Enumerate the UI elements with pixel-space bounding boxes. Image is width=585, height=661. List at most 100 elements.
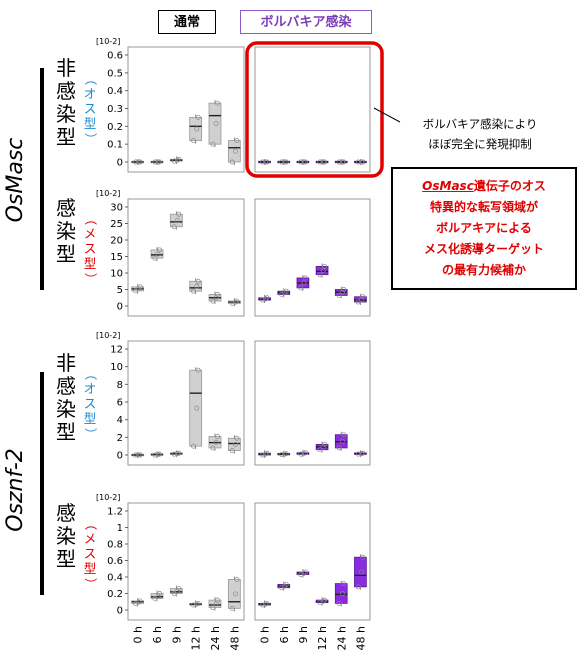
data-point xyxy=(133,600,138,606)
row-sublabel-char: ス xyxy=(84,241,97,256)
data-point xyxy=(360,450,366,456)
row-label-char: 染 xyxy=(56,102,76,126)
x-tick-label: 6 h xyxy=(278,626,291,643)
data-point xyxy=(191,443,196,449)
y-tick-label: 8 xyxy=(117,380,123,391)
data-point xyxy=(210,445,216,451)
row-sublabel-char: ） xyxy=(83,578,98,591)
y-scale-label: [10-2] xyxy=(96,189,120,198)
data-point xyxy=(171,158,177,164)
data-point xyxy=(174,588,180,594)
data-point xyxy=(195,367,201,373)
data-point xyxy=(282,583,288,589)
row-sublabel-char: （ xyxy=(83,518,98,531)
data-point xyxy=(137,452,143,458)
y-scale-label: [10-2] xyxy=(96,493,120,502)
data-point xyxy=(152,452,158,458)
data-point xyxy=(302,450,308,456)
y-tick-label: 2 xyxy=(117,433,123,444)
row-sublabel-char: （ xyxy=(83,368,98,381)
y-tick-label: 0.8 xyxy=(107,540,123,551)
plot-panel xyxy=(254,46,371,173)
data-point xyxy=(232,148,238,154)
data-point xyxy=(133,452,138,458)
data-point xyxy=(322,263,328,269)
data-point xyxy=(234,577,240,582)
data-point xyxy=(302,159,308,165)
data-point xyxy=(229,300,235,306)
y-tick-label: 0.1 xyxy=(107,140,123,151)
y-tick-label: 5 xyxy=(117,285,123,296)
data-point xyxy=(152,596,158,601)
header-normal: 通常 xyxy=(158,10,216,34)
y-tick-label: 0.4 xyxy=(107,86,123,97)
data-point xyxy=(341,432,347,438)
data-point xyxy=(194,283,200,289)
row-sublabel-char: ス xyxy=(84,396,97,411)
data-point xyxy=(176,211,182,217)
data-point xyxy=(195,114,201,120)
data-point xyxy=(137,159,143,165)
data-point xyxy=(341,159,347,165)
y-tick-label: 20 xyxy=(110,236,123,247)
x-tick-label: 0 h xyxy=(132,626,145,643)
data-point xyxy=(341,287,347,292)
y-tick-label: 0.6 xyxy=(107,556,123,567)
annotation-text: 遺伝子のオス xyxy=(473,179,546,193)
data-point xyxy=(229,448,235,454)
data-point xyxy=(317,447,323,453)
data-point xyxy=(359,159,364,165)
x-tick-label: 24 h xyxy=(335,626,348,650)
data-point xyxy=(174,218,180,223)
plot-panel xyxy=(254,340,371,466)
y-scale-label: [10-2] xyxy=(96,331,120,340)
data-point xyxy=(355,451,361,457)
data-point xyxy=(234,435,240,441)
annotation-line: メス化誘導ターゲット xyxy=(423,242,544,256)
row-sublabel-char: オ xyxy=(84,86,97,101)
data-point xyxy=(232,591,238,597)
data-point xyxy=(191,602,196,608)
data-point xyxy=(137,598,143,604)
data-point xyxy=(355,584,361,590)
row-label-char: 染 xyxy=(56,397,76,421)
data-point xyxy=(264,600,270,606)
x-tick-label: 24 h xyxy=(209,626,222,650)
y-scale-label: [10-2] xyxy=(96,37,120,46)
header-wolbachia: ボルバキア感染 xyxy=(240,10,372,34)
box xyxy=(169,213,183,228)
y-tick-label: 0.2 xyxy=(107,122,123,133)
data-point xyxy=(152,159,158,165)
data-point xyxy=(191,138,196,144)
data-point xyxy=(339,159,345,165)
data-point xyxy=(215,597,220,603)
row-sublabel-char: （ xyxy=(83,213,98,226)
plot-panel xyxy=(254,502,371,621)
x-tick-label: 6 h xyxy=(151,626,164,643)
data-point xyxy=(298,572,304,577)
data-point xyxy=(157,451,162,457)
y-tick-label: 1 xyxy=(117,523,123,534)
data-point xyxy=(155,159,161,165)
data-point xyxy=(215,434,220,439)
y-tick-label: 1.2 xyxy=(107,507,123,518)
plot-panel xyxy=(127,340,245,466)
row-sublabel-char: 型 xyxy=(84,411,97,426)
x-tick-label: 0 h xyxy=(259,626,272,643)
data-point xyxy=(279,452,285,458)
data-point xyxy=(210,141,216,147)
data-point xyxy=(136,599,142,605)
row-sublabel-char: ） xyxy=(83,273,98,286)
box xyxy=(189,117,203,141)
y-tick-label: 0 xyxy=(117,158,123,169)
annotation-candidate: OsMasc遺伝子のオス 特異的な転写領域が ボルアキアによる メス化誘導ターゲ… xyxy=(391,167,577,290)
data-point xyxy=(213,439,219,445)
data-point xyxy=(136,452,142,458)
data-point xyxy=(210,605,216,610)
data-point xyxy=(133,159,138,165)
gene-label: Osznf-2 xyxy=(3,448,28,532)
box xyxy=(227,437,241,451)
data-point xyxy=(213,121,219,127)
annotation-line: の最有力候補か xyxy=(441,263,526,277)
